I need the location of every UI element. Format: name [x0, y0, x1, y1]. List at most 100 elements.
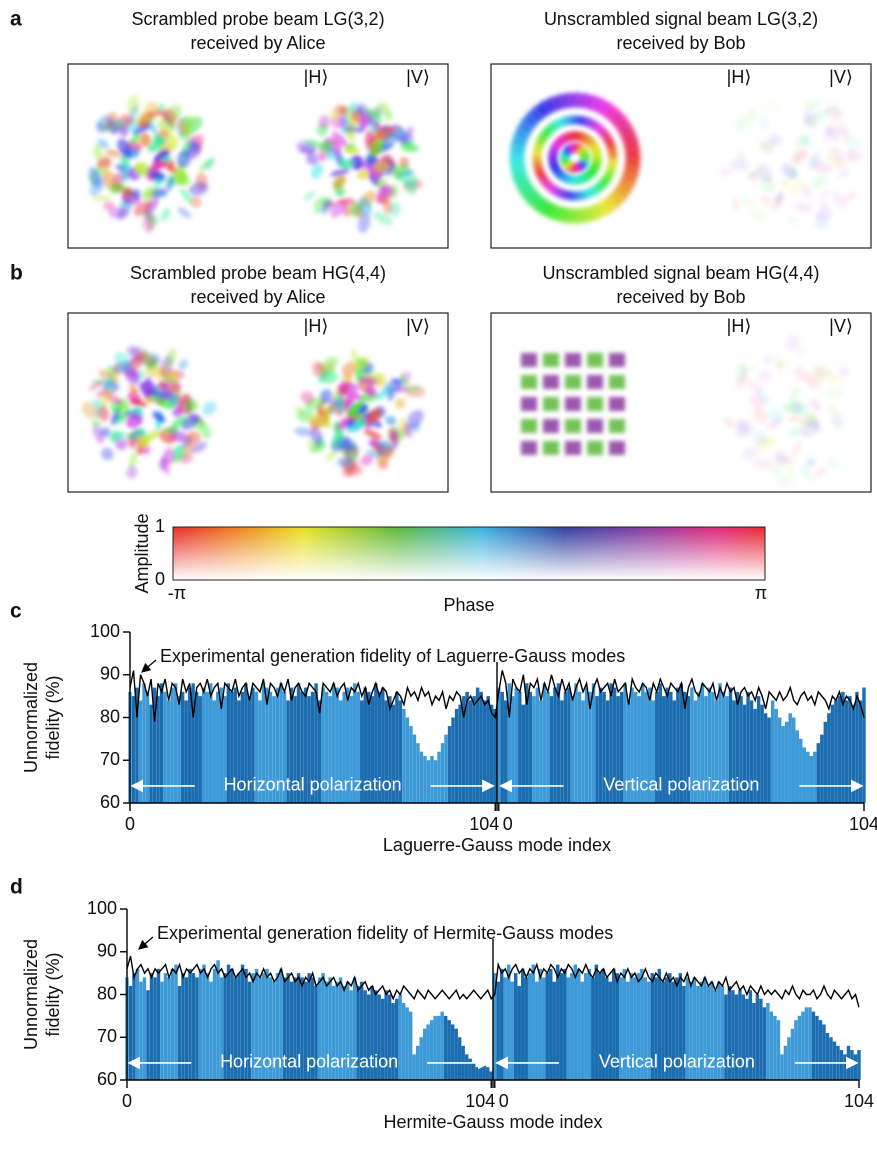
bar: [139, 981, 143, 1080]
speckle: [321, 199, 332, 215]
bar: [433, 1015, 437, 1080]
ring: [591, 149, 602, 160]
bar: [174, 964, 178, 1080]
speckle: [843, 149, 856, 164]
bar: [612, 687, 617, 803]
bar: [489, 704, 494, 803]
speckle: [788, 426, 804, 438]
bar: [626, 981, 630, 1080]
bar: [858, 700, 863, 803]
beam-image: [521, 334, 851, 487]
bar: [759, 998, 763, 1080]
bar: [629, 973, 634, 1080]
bar: [753, 708, 757, 803]
bar: [272, 696, 276, 803]
bar: [377, 994, 381, 1080]
speckle: [172, 407, 184, 418]
bar: [570, 973, 574, 1080]
bar: [615, 973, 620, 1080]
speckle: [172, 415, 189, 429]
bar: [296, 683, 301, 803]
bar: [454, 708, 459, 803]
bar: [261, 683, 266, 803]
ring: [579, 151, 590, 162]
speckle: [88, 166, 102, 188]
bar: [584, 687, 589, 803]
speckle: [311, 163, 324, 179]
bar: [792, 717, 796, 803]
hg-lobe: [565, 441, 581, 455]
bar: [412, 1054, 416, 1080]
speckle: [142, 376, 153, 399]
speckle: [357, 169, 370, 180]
speckle: [159, 156, 173, 163]
bar: [601, 968, 606, 1080]
speckle: [378, 450, 392, 468]
bar: [825, 1032, 830, 1080]
speckle: [310, 417, 322, 431]
speckle: [739, 193, 755, 210]
y-tick-label: 80: [100, 706, 120, 726]
speckle: [152, 134, 165, 146]
bar: [146, 990, 150, 1080]
hg-lobe: [609, 353, 625, 367]
speckle: [385, 416, 397, 426]
speckle: [162, 108, 177, 125]
speckle: [747, 380, 763, 395]
hg-lobe: [587, 353, 603, 367]
bar: [317, 700, 322, 803]
bar: [209, 683, 213, 803]
speckle: [381, 131, 397, 150]
bar: [391, 704, 396, 803]
bar: [664, 977, 669, 1080]
bar: [781, 726, 785, 803]
bar: [767, 717, 771, 803]
bar: [395, 691, 399, 803]
bar: [640, 968, 644, 1080]
bar: [132, 973, 136, 1080]
bar: [160, 981, 164, 1080]
speckle: [752, 431, 767, 446]
bar: [465, 691, 469, 803]
bar: [559, 973, 563, 1080]
bar: [556, 964, 560, 1080]
speckle: [400, 126, 414, 144]
hg-lobe: [609, 419, 625, 433]
bar: [770, 700, 775, 803]
bar: [468, 700, 473, 803]
bar: [451, 717, 455, 803]
bar: [366, 994, 371, 1080]
speckle: [337, 383, 350, 397]
speckle: [379, 184, 395, 198]
speckle: [399, 170, 420, 188]
bar: [851, 704, 856, 803]
bar: [251, 973, 255, 1080]
bar: [402, 708, 406, 803]
bar: [605, 977, 609, 1080]
colorbar-xtick: π: [755, 583, 767, 603]
speckle: [819, 200, 828, 212]
speckle: [841, 128, 851, 141]
speckle: [131, 398, 147, 408]
bar: [177, 696, 181, 803]
speckle: [811, 174, 827, 189]
bar: [166, 700, 171, 803]
speckle: [143, 211, 155, 233]
bar: [173, 683, 178, 803]
bar: [676, 687, 680, 803]
speckle: [187, 139, 199, 154]
bar: [507, 683, 511, 803]
bar: [574, 683, 578, 803]
speckle: [789, 385, 799, 406]
speckle: [750, 208, 767, 222]
bar: [216, 691, 220, 803]
image-title: received by Alice: [190, 287, 325, 307]
speckle: [811, 365, 832, 379]
bar: [622, 968, 627, 1080]
speckle: [114, 351, 132, 372]
hg-lobe: [543, 441, 559, 455]
speckle: [344, 147, 360, 155]
bar: [794, 1020, 798, 1080]
bar: [718, 683, 722, 803]
